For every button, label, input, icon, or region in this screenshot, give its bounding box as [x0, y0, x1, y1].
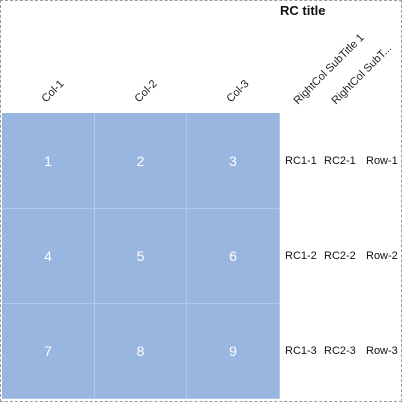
- row-label: Row-2: [366, 250, 398, 262]
- matrix-cell[interactable]: 5: [95, 209, 187, 304]
- rc-title: RC title: [280, 3, 326, 18]
- row-label: Row-3: [366, 345, 398, 357]
- row-rc2-value: RC2-1: [324, 155, 356, 167]
- matrix-cell[interactable]: 4: [2, 209, 95, 304]
- matrix-grid: 1 2 3 4 5 6 7 8 9: [2, 113, 280, 399]
- matrix-cell[interactable]: 3: [187, 113, 280, 209]
- matrix-cell[interactable]: 7: [2, 304, 95, 399]
- matrix-cell[interactable]: 2: [95, 113, 187, 209]
- matrix-cell[interactable]: 8: [95, 304, 187, 399]
- row-rc2-value: RC2-2: [324, 250, 356, 262]
- row-label: Row-1: [366, 155, 398, 167]
- row-rc2-value: RC2-3: [324, 345, 356, 357]
- matrix-cell[interactable]: 6: [187, 209, 280, 304]
- row-rc1-value: RC1-3: [285, 345, 317, 357]
- row-rc1-value: RC1-1: [285, 155, 317, 167]
- row-rc1-value: RC1-2: [285, 250, 317, 262]
- matrix-cell[interactable]: 9: [187, 304, 280, 399]
- matrix-cell[interactable]: 1: [2, 113, 95, 209]
